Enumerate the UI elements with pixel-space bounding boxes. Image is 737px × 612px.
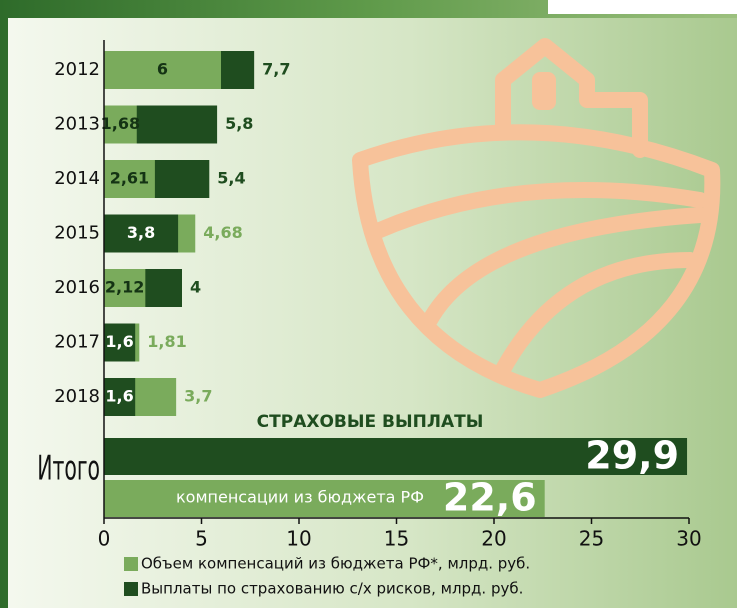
value-label: 3,8 [127, 223, 155, 242]
y-tick-label: 2018 [54, 386, 100, 407]
value-label: 5,8 [225, 114, 253, 133]
value-label: 7,7 [262, 60, 290, 79]
x-tick-label: 30 [676, 527, 701, 551]
x-tick-label: 25 [579, 527, 604, 551]
value-label: 1,68 [101, 114, 140, 133]
annotation: компенсации из бюджета РФ [176, 488, 424, 507]
annotation: СТРАХОВЫЕ ВЫПЛАТЫ [257, 412, 484, 432]
value-label: 4 [190, 278, 201, 297]
value-label: 29,9 [585, 434, 679, 478]
value-label: 22,6 [443, 476, 537, 520]
legend-swatch [124, 582, 138, 596]
value-label: 2,61 [110, 169, 149, 188]
y-tick-label: 2015 [54, 223, 100, 244]
value-label: 1,6 [105, 387, 133, 406]
legend-label: Выплаты по страхованию с/х рисков, млрд.… [141, 580, 523, 598]
x-tick-label: 10 [286, 527, 311, 551]
corner [548, 0, 737, 14]
value-label: 1,6 [105, 332, 133, 351]
value-label: 6 [157, 60, 168, 79]
legend-label: Объем компенсаций из бюджета РФ*, млрд. … [141, 555, 530, 573]
y-tick-label: 2013 [54, 114, 100, 135]
y-tick-label: 2014 [54, 168, 100, 189]
x-tick-label: 20 [481, 527, 506, 551]
y-tick-label: Итого [37, 448, 100, 488]
y-tick-label: 2016 [54, 277, 100, 298]
y-tick-label: 2012 [54, 59, 100, 80]
value-label: 2,12 [105, 278, 144, 297]
value-label: 3,7 [184, 387, 212, 406]
value-label: 4,68 [203, 223, 242, 242]
value-label: 1,81 [147, 332, 186, 351]
value-label: 5,4 [217, 169, 245, 188]
chart: СТРАХОВЫЕ ВЫПЛАТЫ 201267,720131,685,8201… [0, 0, 737, 608]
x-tick-label: 5 [195, 527, 208, 551]
x-tick-label: 0 [98, 527, 111, 551]
y-tick-label: 2017 [54, 332, 100, 353]
x-tick-label: 15 [384, 527, 409, 551]
legend-swatch [124, 557, 138, 571]
